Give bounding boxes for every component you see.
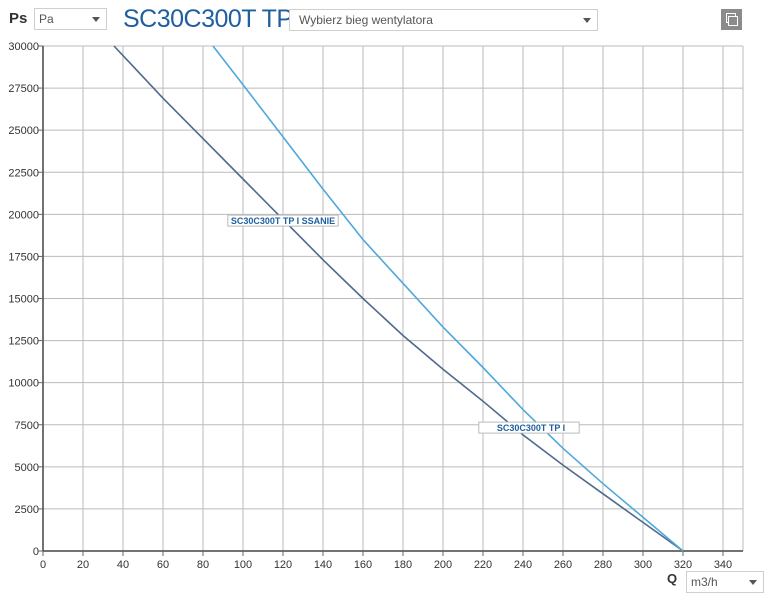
x-tick-label: 180 <box>394 559 412 571</box>
y-tick-label: 20000 <box>8 209 39 221</box>
series-line-1 <box>212 45 684 552</box>
page-title: SC30C300T TP <box>123 5 293 33</box>
y-tick-label: 2500 <box>15 504 39 516</box>
chevron-down-icon <box>92 17 100 22</box>
x-tick-label: 20 <box>77 559 89 571</box>
x-tick-label: 140 <box>314 559 332 571</box>
y-tick-label: 7500 <box>15 420 39 432</box>
pressure-unit-value: Pa <box>39 12 54 26</box>
y-tick-label: 22500 <box>8 167 39 179</box>
window-icon-front <box>728 16 738 26</box>
y-tick-label: 30000 <box>8 41 39 53</box>
flow-unit-value: m3/h <box>691 575 718 589</box>
series-label-1: SC30C300T TP I <box>478 421 580 434</box>
series-line-0 <box>113 45 684 552</box>
fan-speed-placeholder: Wybierz bieg wentylatora <box>299 13 433 27</box>
x-tick-label: 80 <box>197 559 209 571</box>
y-tick-label: 15000 <box>8 294 39 306</box>
x-tick-label: 120 <box>274 559 292 571</box>
pressure-unit-select[interactable]: Pa <box>34 8 107 30</box>
series-label-box <box>227 214 339 227</box>
chart-series: SC30C300T TP I SSANIE SC30C300T TP I <box>113 45 684 552</box>
x-tick-label: 260 <box>554 559 572 571</box>
series-label-0: SC30C300T TP I SSANIE <box>227 214 339 227</box>
x-tick-label: 320 <box>674 559 692 571</box>
series-label-text: SC30C300T TP I SSANIE <box>231 216 335 226</box>
x-tick-label: 60 <box>157 559 169 571</box>
y-tick-label: 0 <box>33 546 39 558</box>
chevron-down-icon <box>583 18 591 23</box>
x-tick-label: 200 <box>434 559 452 571</box>
window-toggle-button[interactable] <box>721 9 742 30</box>
flow-unit-select[interactable]: m3/h <box>686 571 764 593</box>
y-tick-label: 27500 <box>8 83 39 95</box>
x-axis-symbol: Q <box>667 571 678 586</box>
x-tick-label: 100 <box>234 559 252 571</box>
y-tick-label: 5000 <box>15 462 39 474</box>
chart-grid <box>42 45 744 552</box>
x-tick-label: 240 <box>514 559 532 571</box>
y-axis: 0 2500 5000 7500 10000 12500 15000 17500 20000 22… <box>8 41 43 558</box>
y-tick-label: 12500 <box>8 336 39 348</box>
x-tick-label: 340 <box>714 559 732 571</box>
x-tick-label: 40 <box>117 559 129 571</box>
y-tick-label: 25000 <box>8 125 39 137</box>
x-tick-label: 220 <box>474 559 492 571</box>
x-tick-label: 280 <box>594 559 612 571</box>
chevron-down-icon <box>749 580 757 585</box>
y-tick-label: 17500 <box>8 251 39 263</box>
y-axis-symbol: Ps <box>9 10 28 27</box>
x-tick-label: 160 <box>354 559 372 571</box>
x-axis: 0 20 40 60 80 100 120 140 160 180 200 220 240 260 280 3… <box>40 551 732 571</box>
series-label-box <box>478 421 580 434</box>
x-tick-label: 300 <box>634 559 652 571</box>
series-label-text: SC30C300T TP I <box>497 423 565 433</box>
fan-speed-select[interactable]: Wybierz bieg wentylatora <box>289 9 598 31</box>
x-tick-label: 0 <box>40 559 46 571</box>
y-tick-label: 10000 <box>8 378 39 390</box>
